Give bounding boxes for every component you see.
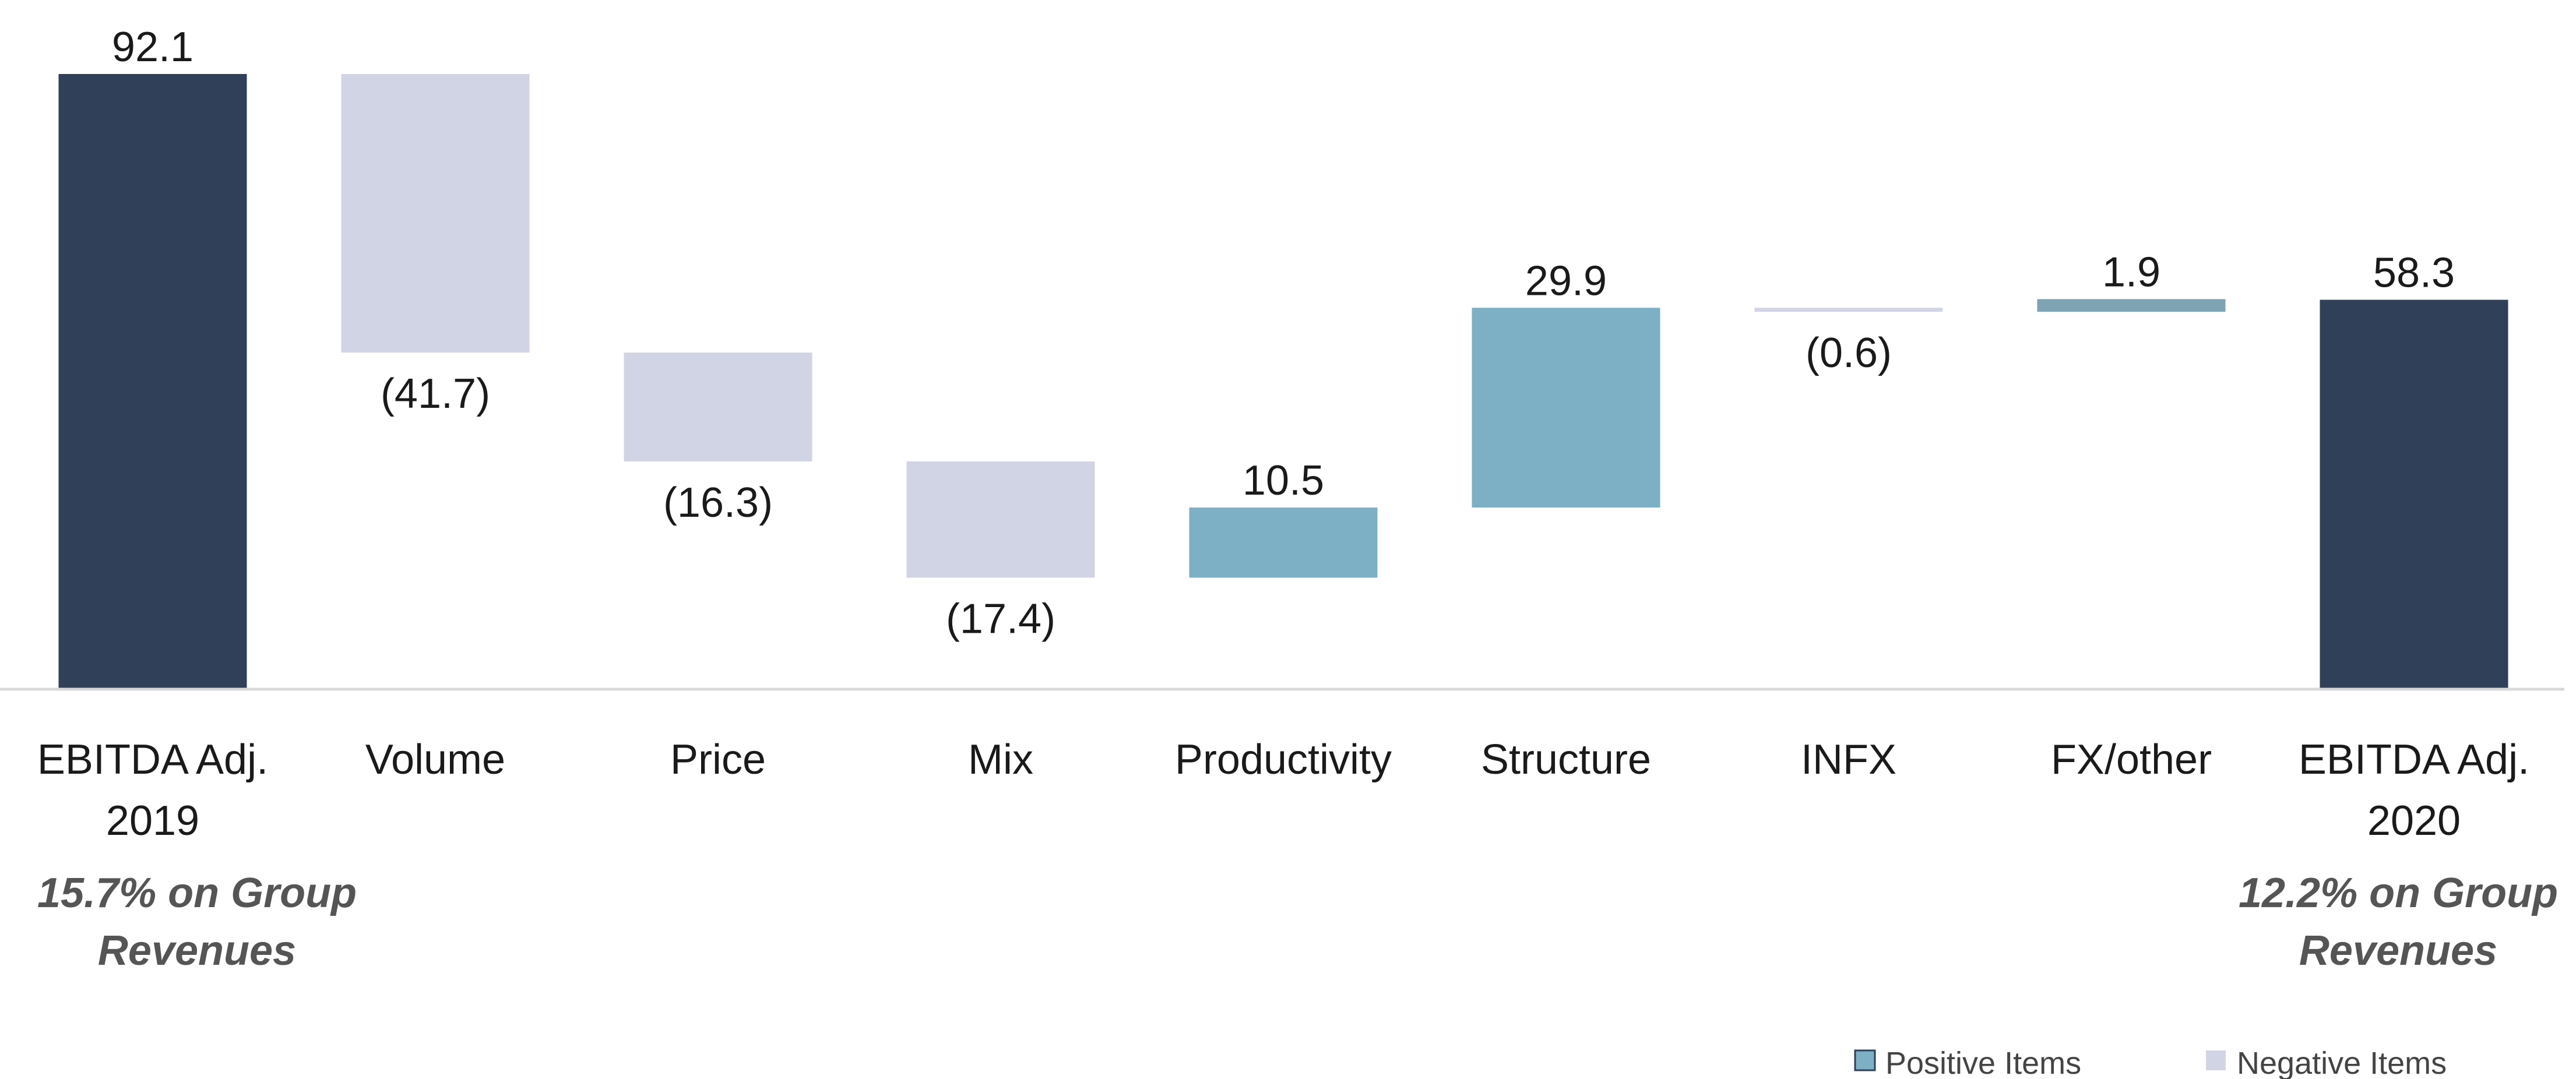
bar-ebitda-adj-2019: [58, 74, 247, 689]
bar-mix: [906, 461, 1095, 578]
category-label-ebitda-adj-2019: EBITDA Adj.: [37, 736, 268, 783]
value-label-structure: 29.9: [1525, 258, 1607, 304]
value-label-mix: (17.4): [946, 596, 1055, 643]
value-label-ebitda-adj-2020: 58.3: [2373, 250, 2455, 297]
category-label-ebitda-adj-2019-line2: 2019: [106, 798, 199, 844]
category-label-productivity: Productivity: [1175, 736, 1392, 783]
value-label-volume: (41.7): [381, 371, 490, 417]
bar-ebitda-adj-2020: [2320, 299, 2508, 689]
note-2020-line2: Revenues: [2299, 928, 2497, 974]
value-label-infx: (0.6): [1806, 330, 1892, 376]
value-label-productivity: 10.5: [1243, 457, 1324, 504]
legend-swatch-negative: [2206, 1050, 2226, 1070]
note-2019-line2: Revenues: [98, 928, 296, 974]
value-labels-layer: 92.1 (41.7) (16.3) (17.4) 10.5 29.9 (0.6) 1.9 58…: [112, 24, 2455, 643]
bars-layer: [58, 74, 2508, 689]
bar-infx: [1754, 308, 1943, 312]
bar-structure: [1472, 308, 1660, 508]
value-label-price: (16.3): [663, 479, 773, 526]
category-label-ebitda-adj-2020-line2: 2020: [2367, 798, 2461, 844]
category-label-structure: Structure: [1481, 736, 1651, 783]
value-label-ebitda-adj-2019: 92.1: [112, 24, 193, 70]
bar-fx-other: [2037, 299, 2226, 312]
category-label-volume: Volume: [365, 736, 505, 783]
bar-price: [624, 352, 812, 462]
category-label-fx-other: FX/other: [2051, 736, 2212, 783]
category-label-price: Price: [670, 736, 766, 783]
note-2020-line1: 12.2% on Group: [2239, 870, 2558, 916]
value-label-fx-other: 1.9: [2102, 249, 2160, 295]
legend-swatch-positive: [1854, 1049, 1876, 1071]
legend: Positive Items Negative Items: [1854, 1046, 2447, 1079]
legend-label-positive: Positive Items: [1885, 1046, 2081, 1079]
category-labels-layer: EBITDA Adj. 2019 Volume Price Mix Productivit…: [37, 736, 2529, 844]
category-label-infx: INFX: [1801, 736, 1896, 783]
note-2019-line1: 15.7% on Group: [37, 870, 357, 916]
category-label-mix: Mix: [968, 736, 1033, 783]
legend-label-negative: Negative Items: [2237, 1046, 2447, 1079]
bar-productivity: [1189, 507, 1378, 578]
category-label-ebitda-adj-2020: EBITDA Adj.: [2299, 736, 2529, 783]
bar-volume: [341, 74, 530, 353]
